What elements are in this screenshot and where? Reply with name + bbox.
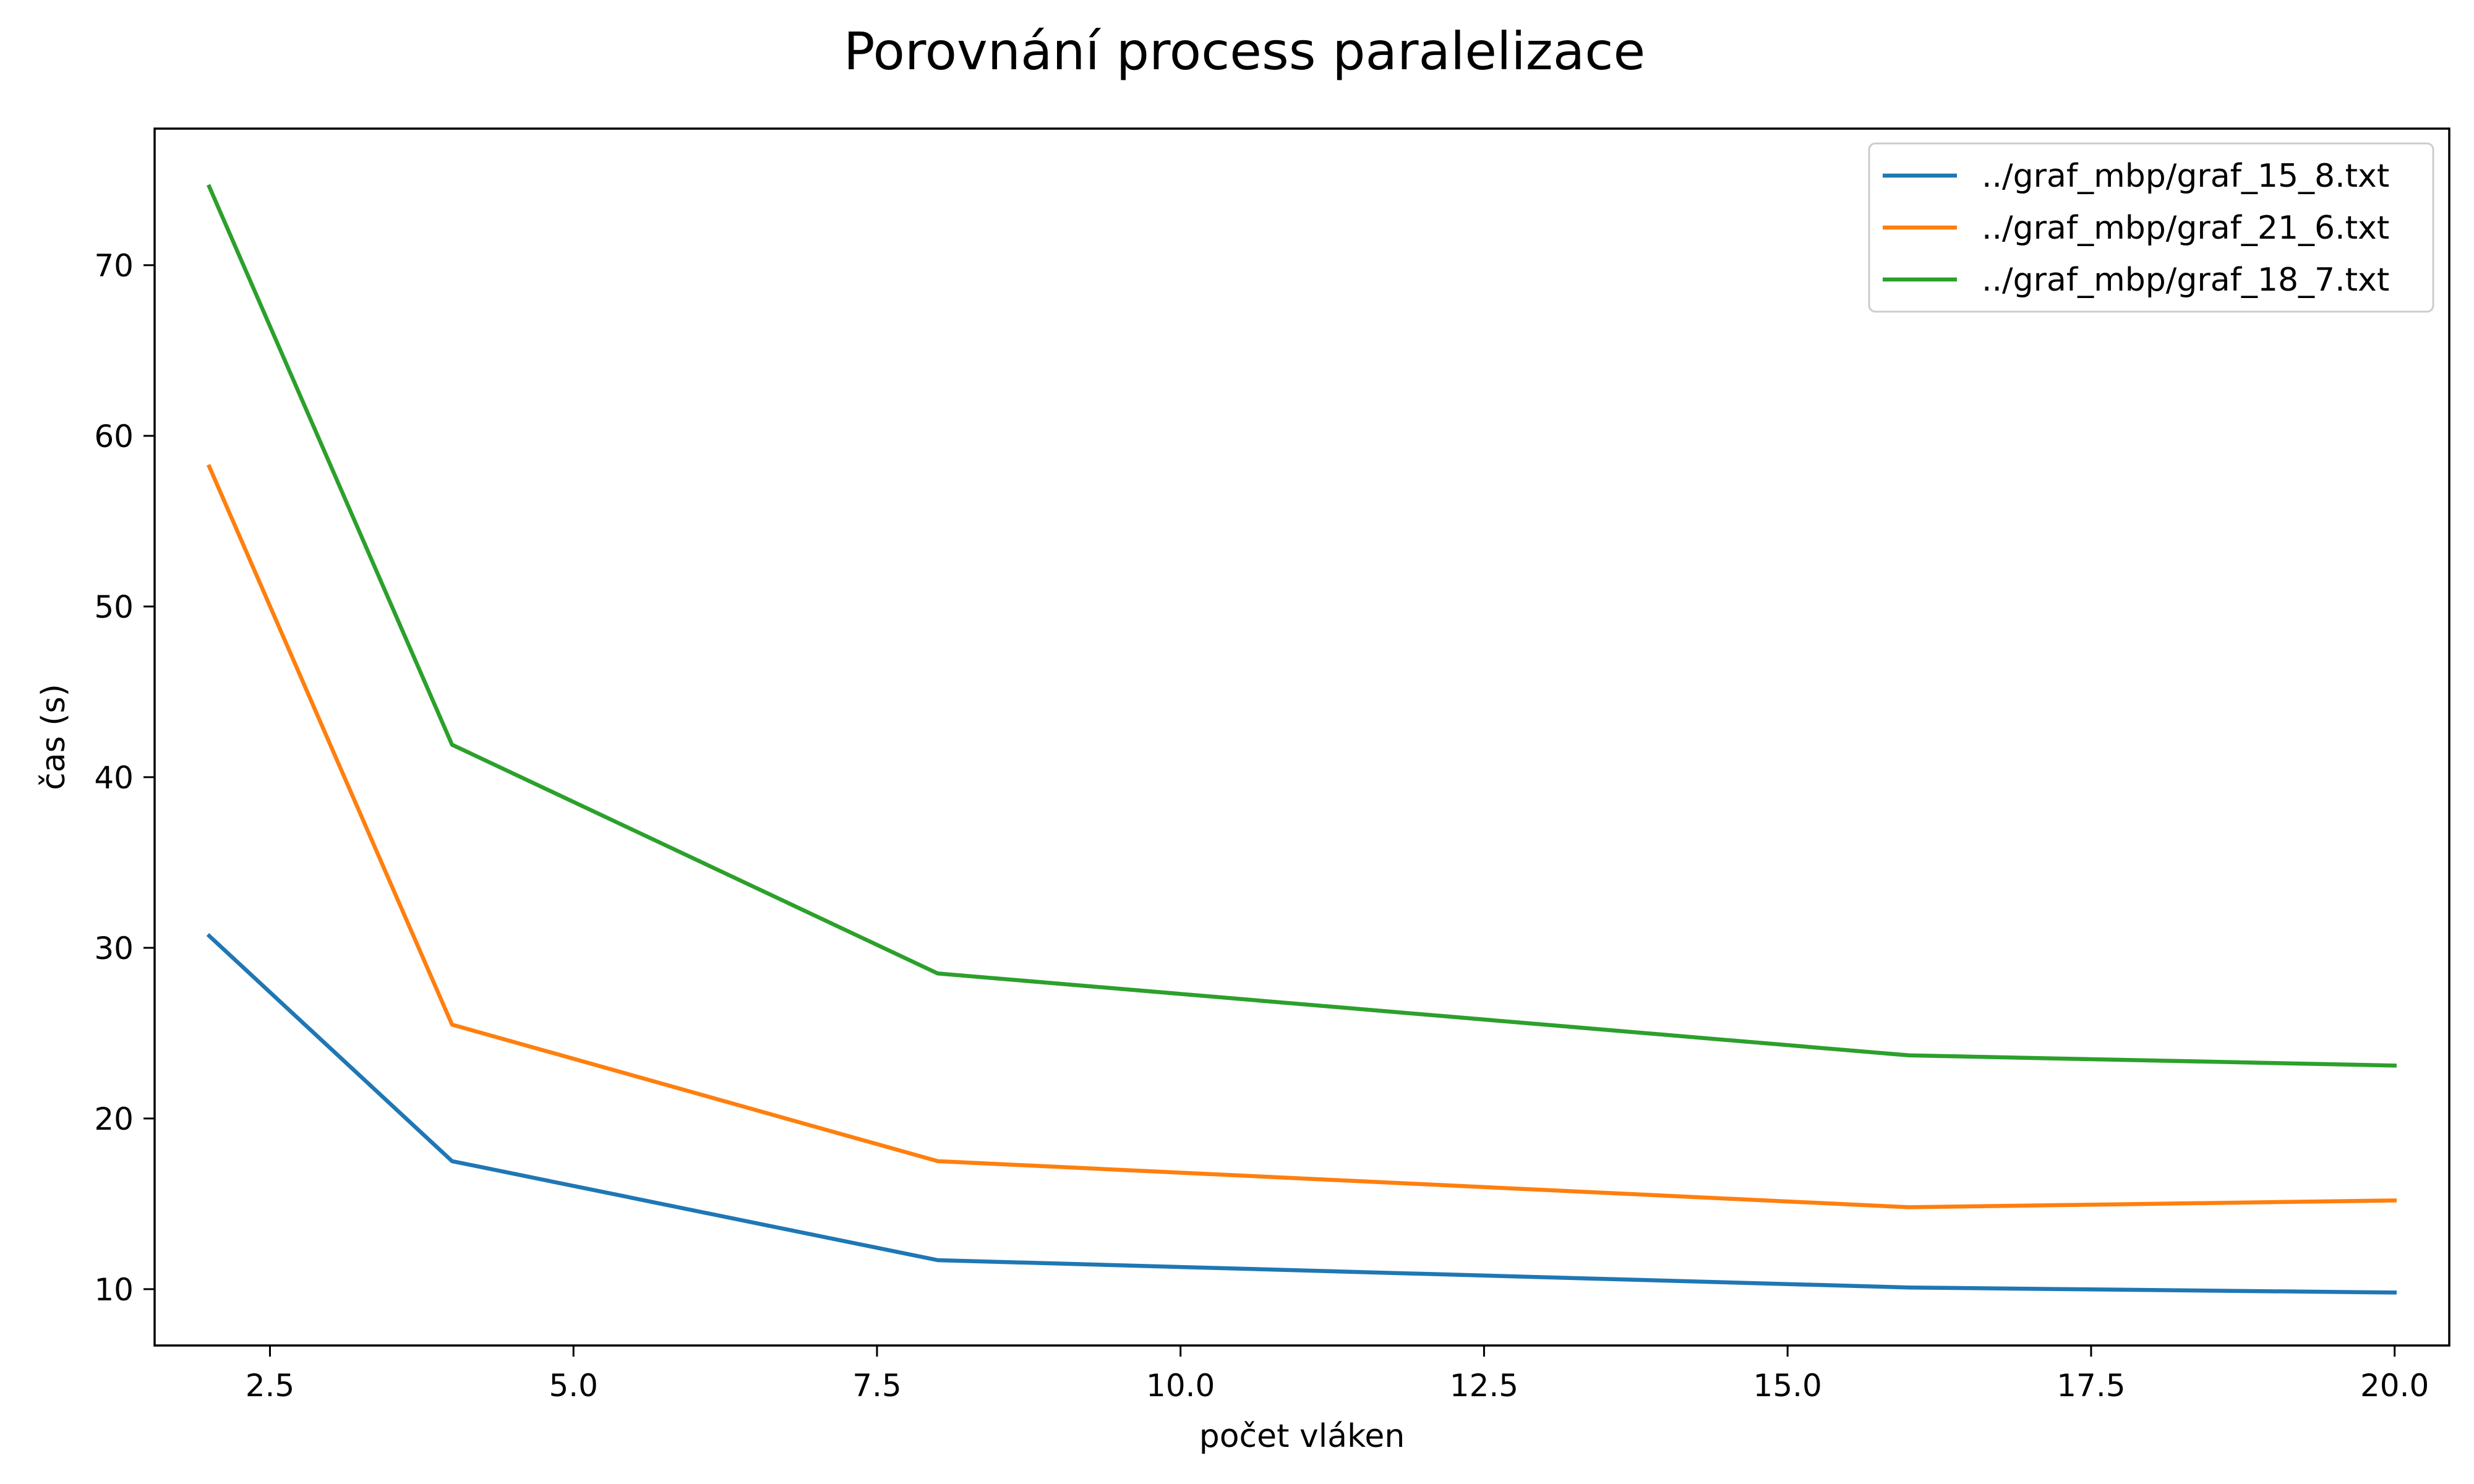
x-tick-label: 15.0: [1753, 1368, 1822, 1404]
x-tick-label: 10.0: [1146, 1368, 1215, 1404]
x-tick-label: 12.5: [1450, 1368, 1518, 1404]
y-tick-label: 20: [94, 1101, 134, 1137]
x-axis-label: počet vláken: [1199, 1418, 1405, 1455]
legend-label-3: ../graf_mbp/graf_18_7.txt: [1982, 262, 2389, 299]
series-line-3: [207, 184, 2397, 1068]
x-tick-label: 20.0: [2360, 1368, 2429, 1404]
y-tick-label: 50: [94, 589, 134, 625]
x-tick-label: 2.5: [246, 1368, 295, 1404]
x-tick-label: 7.5: [852, 1368, 902, 1404]
chart-title: Porovnání process paralelizace: [844, 21, 1645, 82]
y-tick-label: 40: [94, 760, 134, 796]
x-tick-label: 17.5: [2057, 1368, 2125, 1404]
series-layer: [206, 184, 2397, 1295]
x-tick-label: 5.0: [549, 1368, 598, 1404]
series-line-2: [207, 464, 2397, 1209]
legend-box: [1868, 142, 2434, 313]
plot-area-frame: [153, 127, 2450, 1347]
y-tick-label: 30: [94, 931, 134, 966]
y-tick-label: 10: [94, 1272, 134, 1308]
y-tick-label: 60: [94, 419, 134, 454]
legend: ../graf_mbp/graf_15_8.txt ../graf_mbp/gra…: [1868, 142, 2434, 313]
y-axis-label: čas (s): [35, 684, 72, 790]
legend-label-2: ../graf_mbp/graf_21_6.txt: [1982, 210, 2389, 247]
y-tick-label: 70: [94, 248, 134, 284]
legend-label-1: ../graf_mbp/graf_15_8.txt: [1982, 158, 2389, 195]
series-line-1: [206, 933, 2397, 1295]
ticks-layer: 2.5 5.0 7.5 10.0 12.5 15.0 17.5 20.0 10 20 30 40 50 6…: [94, 248, 2429, 1404]
